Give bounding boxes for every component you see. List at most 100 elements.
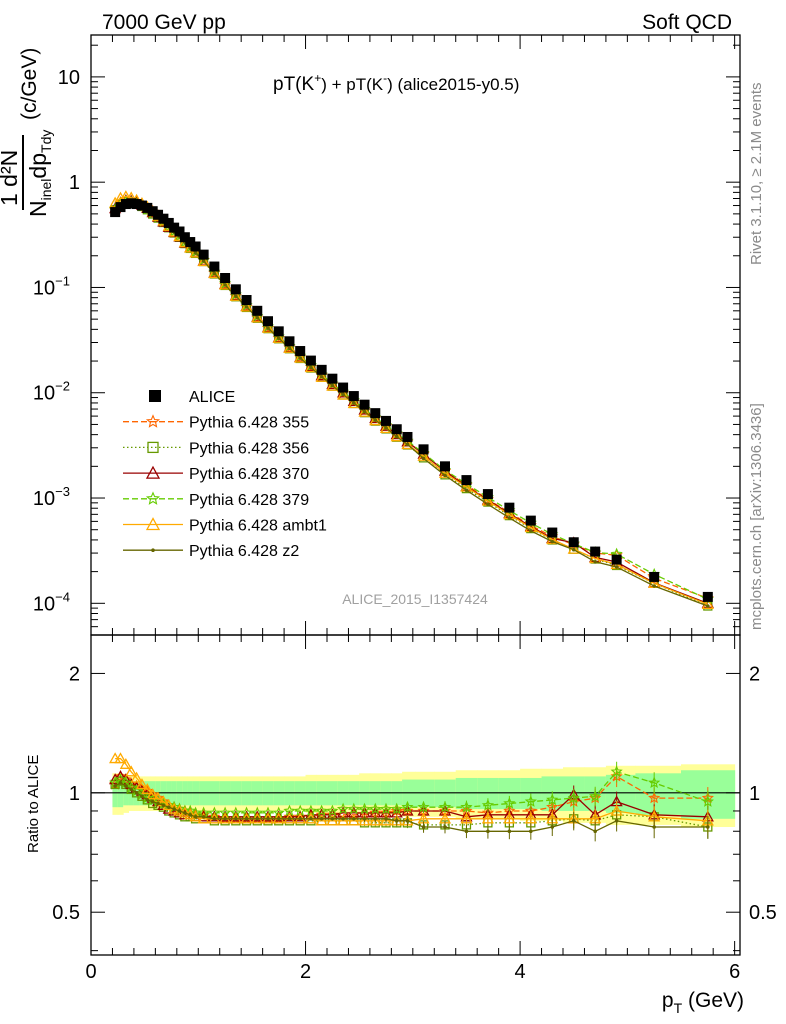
data-marker: [338, 382, 349, 393]
data-marker: [359, 399, 370, 410]
data-marker: [209, 261, 220, 272]
ratio-y-tick-label-left: 2: [69, 663, 80, 685]
triangle-marker: [315, 370, 328, 382]
legend-entry: Pythia 6.428 379: [123, 491, 309, 509]
dot-marker: [287, 816, 292, 821]
triangle-marker: [208, 267, 221, 279]
data-marker: [525, 515, 536, 526]
dot-marker: [188, 813, 193, 817]
dot-marker: [706, 604, 710, 608]
data-marker: [418, 444, 429, 455]
star-marker: [125, 777, 138, 790]
main-y-tick-label: 10−4: [33, 589, 70, 615]
triangle-marker: [251, 311, 264, 323]
dot-marker: [266, 326, 270, 330]
data-marker: [142, 202, 153, 213]
data-marker: [702, 591, 713, 602]
x-tick-label: 4: [515, 961, 526, 983]
dot-marker: [223, 283, 227, 287]
data-marker: [241, 295, 252, 306]
dot-marker: [550, 539, 555, 544]
triangle-marker: [119, 757, 132, 769]
rivet-label: Rivet 3.1.10, ≥ 2.1M events: [748, 83, 765, 266]
triangle-marker: [197, 812, 210, 824]
svg-text:NineldpTdy: NineldpTdy: [25, 130, 54, 217]
dot-marker: [118, 780, 123, 785]
dot-marker: [319, 816, 324, 821]
ratio-y-tick-label-right: 1: [749, 783, 760, 805]
ratio-ylabel: Ratio to ALICE: [25, 755, 42, 853]
dot-marker: [129, 787, 134, 792]
dot-marker: [652, 584, 656, 588]
data-marker: [136, 200, 147, 211]
triangle-marker: [283, 810, 296, 822]
triangle-marker: [141, 783, 154, 795]
dot-marker: [183, 811, 187, 815]
triangle-marker: [347, 814, 360, 826]
legend-entry: Pythia 6.428 z2: [123, 543, 299, 560]
x-axis-label: pT (GeV): [662, 989, 744, 1016]
legend-entry: Pythia 6.428 ambt1: [123, 517, 327, 535]
triangle-marker: [218, 278, 232, 290]
legend-label: Pythia 6.428 370: [189, 466, 309, 483]
watermark: ALICE_2015_I1357424: [342, 591, 488, 607]
data-marker: [440, 461, 450, 472]
dot-marker: [593, 559, 597, 564]
dot-marker: [614, 565, 619, 569]
dot-marker: [255, 816, 260, 821]
data-marker: [185, 237, 196, 248]
dot-marker: [405, 442, 410, 447]
triangle-marker: [294, 351, 307, 363]
triangle-marker: [326, 814, 339, 826]
star-marker: [145, 491, 161, 505]
header-right: Soft QCD: [642, 11, 732, 34]
data-marker: [110, 207, 121, 218]
data-marker: [147, 206, 158, 217]
triangle-marker: [294, 810, 307, 822]
triangle-marker: [336, 388, 350, 400]
triangle-marker: [145, 465, 161, 479]
dot-marker: [244, 305, 249, 309]
triangle-marker: [379, 422, 393, 433]
dot-marker: [145, 798, 150, 802]
dot-marker: [234, 294, 238, 299]
triangle-marker: [336, 814, 350, 826]
dot-marker: [166, 805, 171, 809]
dot-marker: [298, 356, 302, 360]
ratio-plot-frame: [90, 634, 741, 956]
dot-marker: [341, 392, 345, 397]
data-marker: [120, 199, 131, 210]
legend-label: Pythia 6.428 ambt1: [189, 518, 327, 535]
triangle-marker: [197, 255, 210, 267]
dot-marker: [298, 816, 302, 821]
legend-label: Pythia 6.428 355: [189, 415, 309, 432]
data-marker: [391, 424, 402, 435]
star-marker: [315, 804, 328, 817]
data-marker: [568, 537, 579, 548]
legend-entry: Pythia 6.428 370: [123, 465, 309, 483]
ratio-y-tick-label-right: 0.5: [749, 902, 777, 924]
data-marker: [220, 272, 231, 283]
series-line-ratio: [114, 771, 709, 814]
x-tick-label: 0: [85, 961, 96, 983]
data-marker: [348, 391, 359, 402]
data-marker: [590, 546, 601, 557]
data-marker: [381, 415, 391, 426]
legend-entry: Pythia 6.428 356: [123, 440, 309, 457]
star-marker: [336, 802, 350, 815]
svg-text:1 d²N: 1 d²N: [0, 150, 22, 206]
dot-marker: [193, 815, 198, 819]
dot-marker: [507, 516, 512, 520]
triangle-marker: [229, 289, 242, 301]
triangle-marker: [390, 430, 403, 442]
dot-marker: [341, 816, 345, 821]
main-y-tick-label: 10: [58, 67, 80, 89]
data-marker: [649, 571, 660, 582]
dot-marker: [373, 418, 378, 422]
dot-marker: [124, 784, 128, 788]
triangle-marker: [130, 771, 143, 783]
data-marker: [370, 408, 381, 419]
data-marker: [284, 336, 295, 347]
triangle-marker: [240, 300, 253, 312]
data-marker: [273, 326, 284, 337]
